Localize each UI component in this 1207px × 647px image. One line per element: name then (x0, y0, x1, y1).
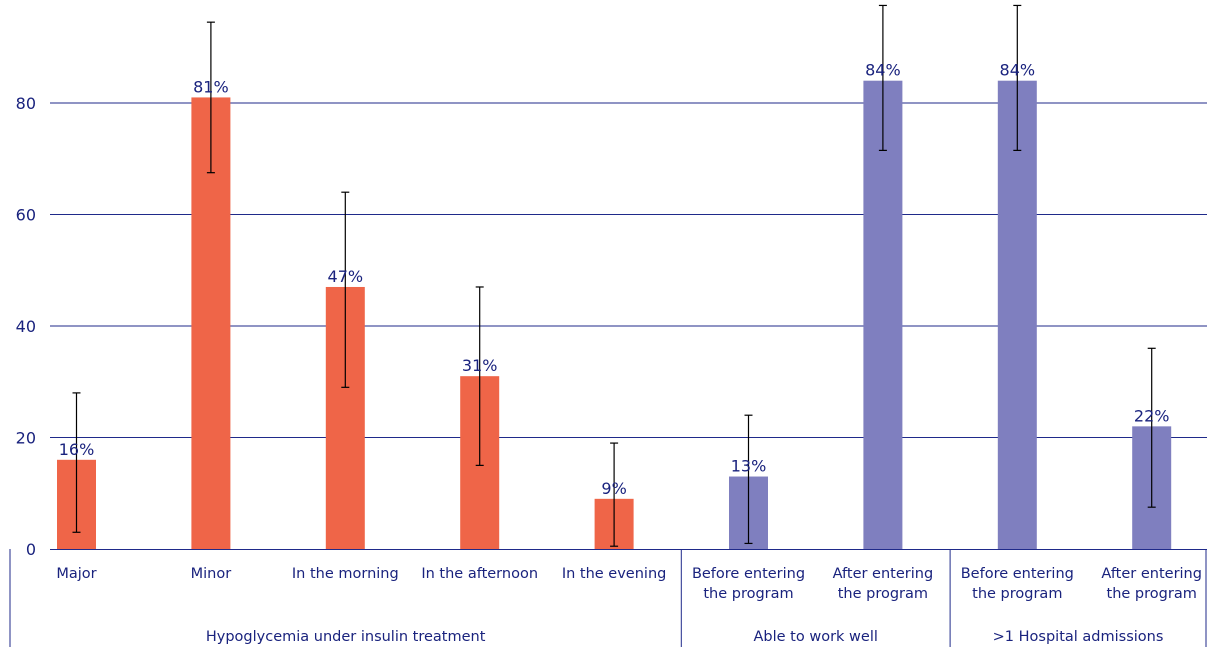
y-tick-label: 40 (16, 317, 36, 336)
x-tick-label: Before entering the program (692, 566, 805, 602)
y-tick-label: 20 (16, 429, 36, 448)
x-tick-label: In the morning (292, 566, 399, 582)
data-label: 16% (59, 440, 95, 459)
data-label: 84% (1000, 61, 1036, 80)
group-label: >1 Hospital admissions (993, 629, 1164, 645)
y-tick-label: 80 (16, 94, 36, 113)
data-label: 81% (193, 77, 229, 96)
bar (997, 80, 1037, 549)
x-tick-label: Minor (191, 566, 232, 582)
x-tick-label: In the evening (562, 566, 667, 582)
x-tick-label: Before entering the program (961, 566, 1074, 602)
y-axis-ticks: 0 20 40 60 80 (16, 94, 36, 559)
data-label: 31% (462, 356, 498, 375)
data-labels: 16% 81% 47% 31% 9% 13% 84% 84% 22% (59, 61, 1170, 498)
group-label: Able to work well (754, 629, 878, 645)
x-tick-label: After entering the program (1101, 566, 1202, 602)
data-label: 9% (601, 479, 626, 498)
y-tick-label: 60 (16, 206, 36, 225)
x-axis: Major Minor In the morning In the afternoon… (9, 549, 1207, 647)
x-tick-label: Major (56, 566, 96, 582)
data-label: 22% (1134, 406, 1170, 425)
data-label: 84% (865, 61, 901, 80)
y-tick-label: 0 (26, 540, 36, 559)
error-bars (72, 4, 1156, 547)
data-label: 47% (328, 267, 364, 286)
data-label: 13% (731, 457, 767, 476)
bar (863, 80, 903, 549)
x-tick-label: In the afternoon (421, 566, 538, 582)
x-tick-label: After entering the program (833, 566, 934, 602)
group-label: Hypoglycemia under insulin treatment (206, 629, 486, 645)
